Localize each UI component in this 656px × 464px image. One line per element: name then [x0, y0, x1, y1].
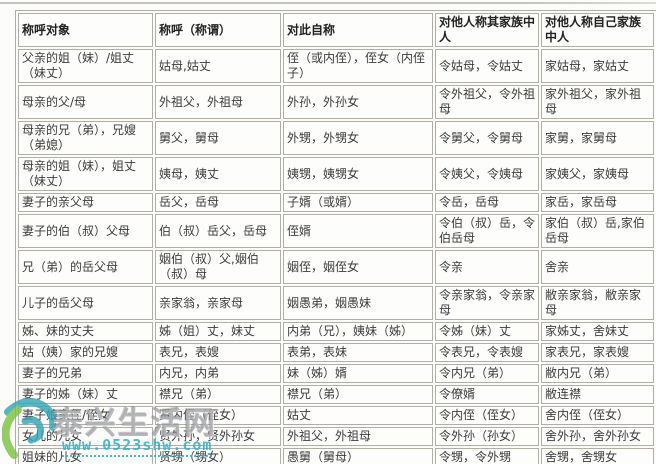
column-header: 称呼对象 [18, 13, 153, 47]
table-row: 母亲的兄（弟），兄嫂（弟媳） 舅父，舅母 外甥，外甥女 令舅父，令舅母 家舅，家舅母 [18, 121, 654, 155]
table-cell: 愚舅（舅母） [283, 448, 433, 464]
table-cell: 表兄，表嫂 [155, 343, 281, 362]
table-row: 母亲的父/母 外祖父，外祖母 外孙，外孙女 令外祖父，令外祖母 家外祖父，家外祖母 [18, 85, 654, 119]
table-cell: 侄（或内侄），侄女（内侄子） [283, 49, 433, 83]
table-cell: 妻子的兄弟 [18, 364, 153, 383]
table-cell: 外孙，外孙女 [283, 85, 433, 119]
column-header: 称呼（称谓） [155, 13, 281, 47]
table-row: 姐妹的儿女 贤甥（甥女） 愚舅（舅母） 令甥，令外甥 舍甥，舍甥女 [18, 448, 654, 464]
table-cell: 侄婿 [283, 214, 433, 248]
table-cell: 子婿（或婿） [283, 193, 433, 212]
table-cell: 表弟，表妹 [283, 343, 433, 362]
table-cell: 姊、妹的丈夫 [18, 322, 153, 341]
table-cell: 贤内侄（侄女） [155, 406, 281, 425]
table-cell: 令伯（叔）岳，令伯岳母 [435, 214, 539, 248]
table-row: 女儿的儿女 贤外孙，贤外孙女 外祖父，外祖母 令外孙（孙女） 舍外孙，舍外孙女 [18, 427, 654, 446]
table-row: 兄（弟）的岳父母 姻伯（叔）父,姻伯（叔）母 姻侄，姻侄女 令亲 舍亲 [18, 250, 654, 284]
table-cell: 姻愚弟，姻愚妹 [283, 286, 433, 320]
table-cell: 女儿的儿女 [18, 427, 153, 446]
table-row: 父亲的姐（妹）/姐丈（妹丈） 姑母,姑丈 侄（或内侄），侄女（内侄子） 令姑母，令姑丈… [18, 49, 654, 83]
table-cell: 父亲的姐（妹）/姐丈（妹丈） [18, 49, 153, 83]
table-cell: 令姑母，令姑丈 [435, 49, 539, 83]
table-cell: 令内兄（弟） [435, 364, 539, 383]
table-cell: 儿子的岳父母 [18, 286, 153, 320]
table-cell: 兄（弟）的岳父母 [18, 250, 153, 284]
table-cell: 姨甥，姨甥女 [283, 157, 433, 191]
table-cell: 令僚婿 [435, 385, 539, 404]
table-cell: 舍内侄（侄女） [541, 406, 654, 425]
table-cell: 姑丈 [283, 406, 433, 425]
table-cell: 舅父，舅母 [155, 121, 281, 155]
table-cell: 内兄，内弟 [155, 364, 281, 383]
table-cell: 妻子娘家侄/侄女 [18, 406, 153, 425]
table-row: 妻子娘家侄/侄女 贤内侄（侄女） 姑丈 令内侄（侄女） 舍内侄（侄女） [18, 406, 654, 425]
table-cell: 令表兄，令表嫂 [435, 343, 539, 362]
table-cell: 令外孙（孙女） [435, 427, 539, 446]
column-header: 对此自称 [283, 13, 433, 47]
table-cell: 外祖父，外祖母 [155, 85, 281, 119]
table-cell: 内弟（兄），姨妹（姊） [283, 322, 433, 341]
table-cell: 家姊丈，舍妹丈 [541, 322, 654, 341]
table-cell: 母亲的父/母 [18, 85, 153, 119]
table-cell: 敝内兄（弟） [541, 364, 654, 383]
table-cell: 令岳，岳母 [435, 193, 539, 212]
table-cell: 姑母,姑丈 [155, 49, 281, 83]
table-cell: 妹（姊）婿 [283, 364, 433, 383]
table-cell: 敝连襟 [541, 385, 654, 404]
header-row: 称呼对象 称呼（称谓） 对此自称 对他人称其家族中人 对他人称自己家族中人 [18, 13, 654, 47]
table-cell: 妻子的姊（妹）丈 [18, 385, 153, 404]
table-cell: 妻子的伯（叔）父母 [18, 214, 153, 248]
table-row: 儿子的岳父母 亲家翁，亲家母 姻愚弟，姻愚妹 令亲家翁，令亲家母 敝亲家翁，敝亲家母 [18, 286, 654, 320]
table-cell: 令姊（妹）丈 [435, 322, 539, 341]
top-divider [0, 2, 656, 4]
table-cell: 妻子的亲父母 [18, 193, 153, 212]
table-row: 姑（姨）家的兄嫂 表兄，表嫂 表弟，表妹 令表兄，令表嫂 家表兄，家表嫂 [18, 343, 654, 362]
table-cell: 令甥，令外甥 [435, 448, 539, 464]
kinship-terms-table: 称呼对象 称呼（称谓） 对此自称 对他人称其家族中人 对他人称自己家族中人 父亲的姐（妹… [15, 10, 656, 464]
table-cell: 家岳，家岳母 [541, 193, 654, 212]
table-row: 妻子的伯（叔）父母 伯（叔）岳父，岳母 侄婿 令伯（叔）岳，令伯岳母 家伯（叔）岳,家伯… [18, 214, 654, 248]
table-cell: 令亲家翁，令亲家母 [435, 286, 539, 320]
table-cell: 姑（姨）家的兄嫂 [18, 343, 153, 362]
table-cell: 姊（姐）丈，妹丈 [155, 322, 281, 341]
table-cell: 亲家翁，亲家母 [155, 286, 281, 320]
table-cell: 母亲的姐（妹），姐丈（妹丈） [18, 157, 153, 191]
table-row: 姊、妹的丈夫 姊（姐）丈，妹丈 内弟（兄），姨妹（姊） 令姊（妹）丈 家姊丈，舍妹丈 [18, 322, 654, 341]
table-cell: 敝亲家翁，敝亲家母 [541, 286, 654, 320]
table-cell: 姻侄，姻侄女 [283, 250, 433, 284]
table-cell: 姻伯（叔）父,姻伯（叔）母 [155, 250, 281, 284]
table-cell: 舍外孙，舍外孙女 [541, 427, 654, 446]
table-cell: 家姑母，家姑丈 [541, 49, 654, 83]
table-cell: 舍亲 [541, 250, 654, 284]
column-header: 对他人称自己家族中人 [541, 13, 654, 47]
table-cell: 襟兄（弟） [155, 385, 281, 404]
table-cell: 姨母，姨丈 [155, 157, 281, 191]
table-cell: 令姨父，令姨母 [435, 157, 539, 191]
table-row: 妻子的兄弟 内兄，内弟 妹（姊）婿 令内兄（弟） 敝内兄（弟） [18, 364, 654, 383]
table-cell: 外祖父，外祖母 [283, 427, 433, 446]
table-cell: 贤甥（甥女） [155, 448, 281, 464]
table-cell: 家表兄，家表嫂 [541, 343, 654, 362]
table-cell: 令外祖父，令外祖母 [435, 85, 539, 119]
table-cell: 贤外孙，贤外孙女 [155, 427, 281, 446]
table-row: 母亲的姐（妹），姐丈（妹丈） 姨母，姨丈 姨甥，姨甥女 令姨父，令姨母 家姨父，家姨母 [18, 157, 654, 191]
table-cell: 母亲的兄（弟），兄嫂（弟媳） [18, 121, 153, 155]
table-cell: 外甥，外甥女 [283, 121, 433, 155]
table-cell: 岳父，岳母 [155, 193, 281, 212]
table-cell: 家伯（叔）岳,家伯岳母 [541, 214, 654, 248]
table-cell: 令内侄（侄女） [435, 406, 539, 425]
table-cell: 伯（叔）岳父，岳母 [155, 214, 281, 248]
table-cell: 襟兄（弟） [283, 385, 433, 404]
table-cell: 令舅父，令舅母 [435, 121, 539, 155]
table-cell: 家舅，家舅母 [541, 121, 654, 155]
table-cell: 姐妹的儿女 [18, 448, 153, 464]
table-cell: 家姨父，家姨母 [541, 157, 654, 191]
table-row: 妻子的姊（妹）丈 襟兄（弟） 襟兄（弟） 令僚婿 敝连襟 [18, 385, 654, 404]
table-cell: 令亲 [435, 250, 539, 284]
table-cell: 家外祖父，家外祖母 [541, 85, 654, 119]
column-header: 对他人称其家族中人 [435, 13, 539, 47]
table-row: 妻子的亲父母 岳父，岳母 子婿（或婿） 令岳，岳母 家岳，家岳母 [18, 193, 654, 212]
table-cell: 舍甥，舍甥女 [541, 448, 654, 464]
